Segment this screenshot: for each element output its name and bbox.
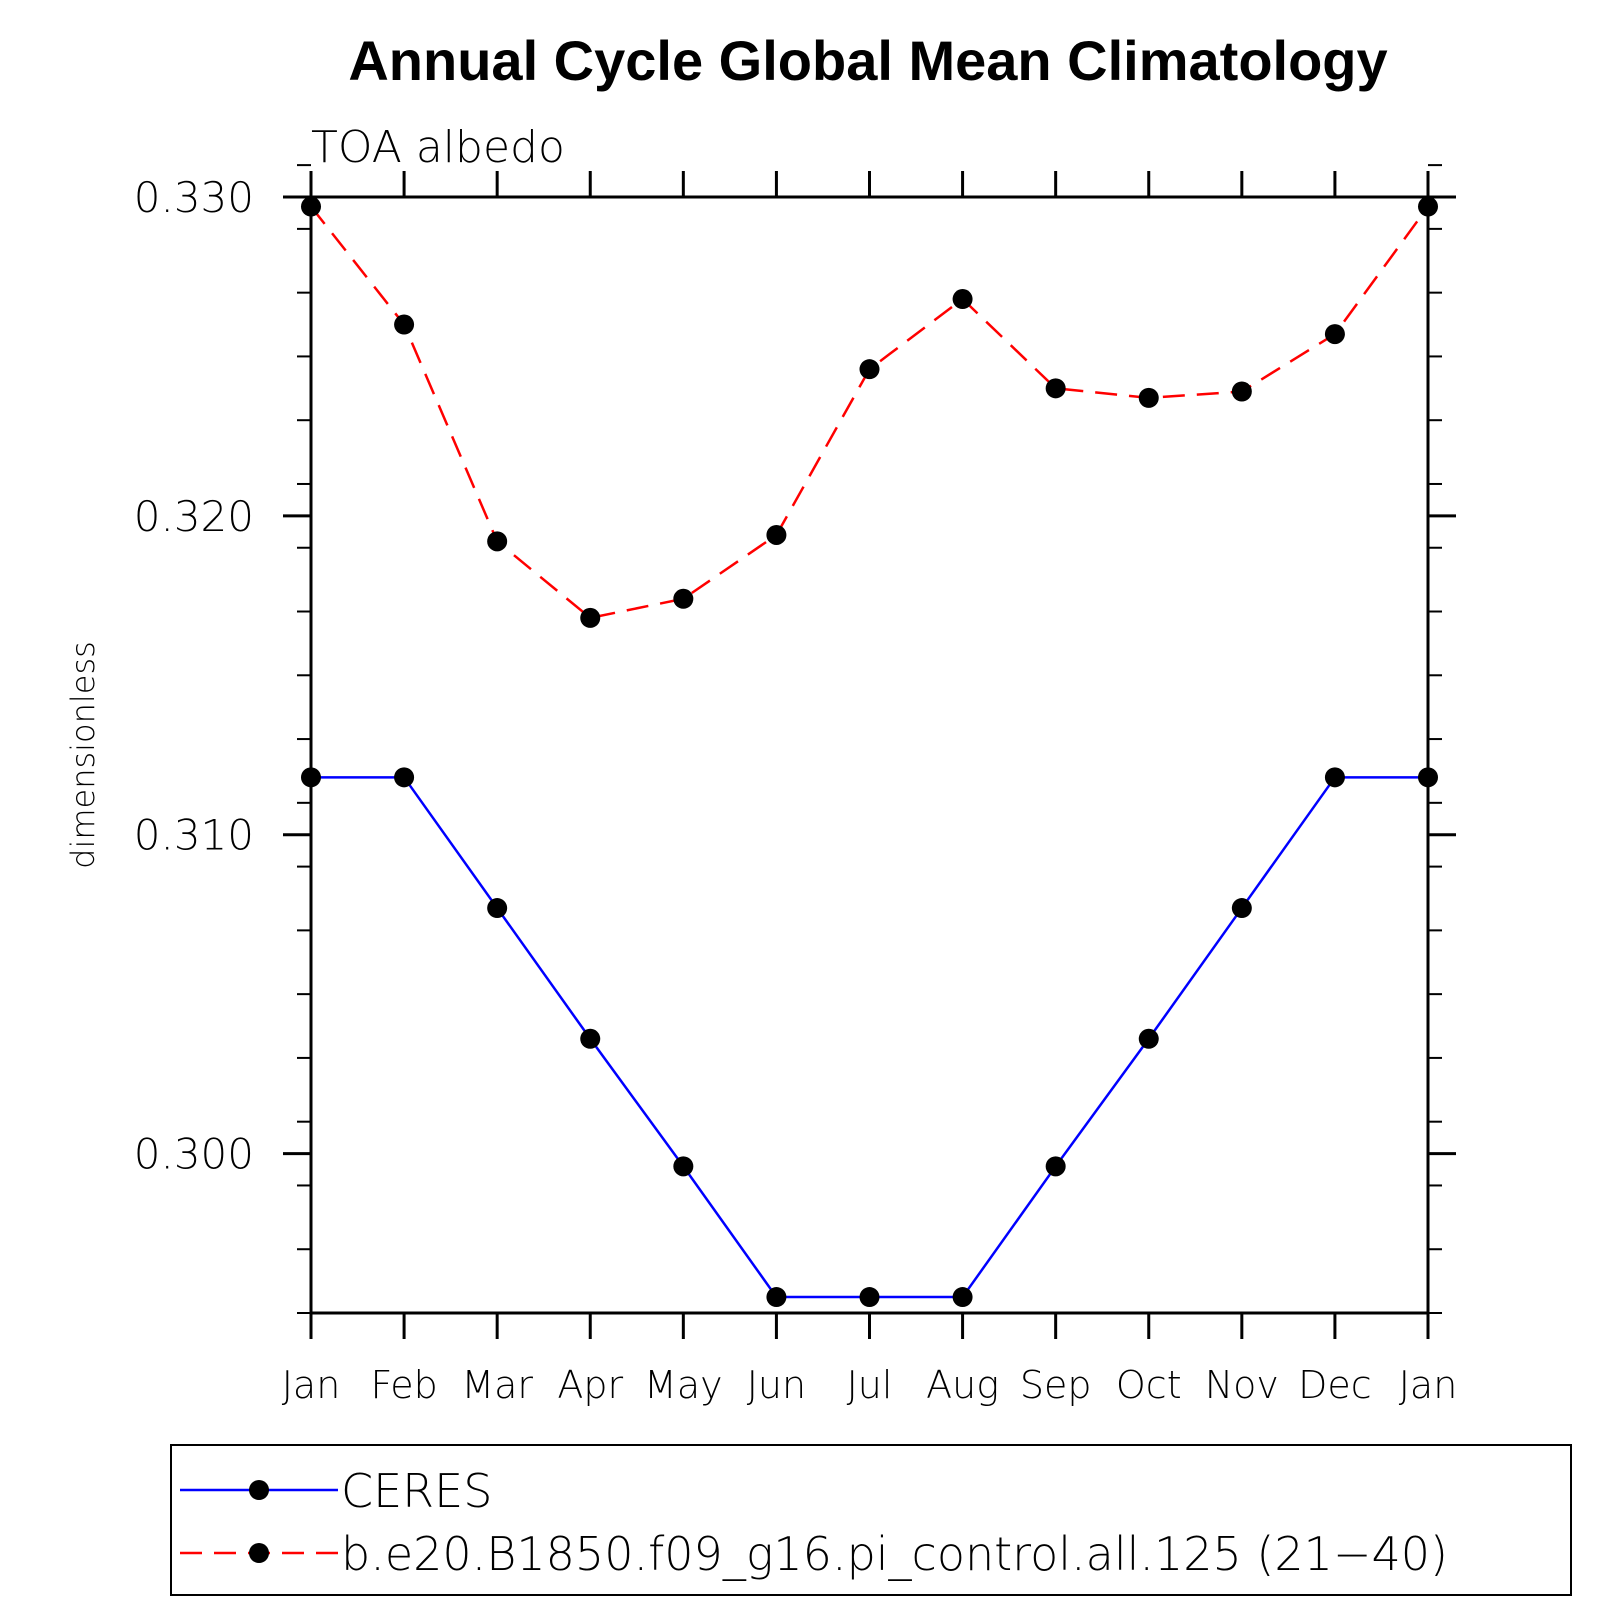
data-point	[394, 314, 415, 335]
y-tick-label: 0.300	[134, 1130, 254, 1179]
data-point	[1418, 767, 1438, 788]
x-tick-label: Jul	[847, 1363, 893, 1407]
series-line	[311, 776, 1428, 1299]
ticks-layer: Jan Feb Mar Apr May Jun Jul Aug Sep Oct Nov Dec Jan 0…	[134, 164, 1458, 1407]
legend-marker	[249, 1480, 269, 1500]
data-point	[1045, 378, 1066, 399]
data-point	[1138, 387, 1159, 408]
data-point	[487, 531, 508, 552]
data-point	[673, 588, 694, 609]
data-point	[487, 898, 508, 919]
y-tick-label: 0.310	[134, 811, 254, 860]
y-tick-label: 0.320	[134, 492, 254, 541]
data-point	[580, 1028, 601, 1049]
legend-entry: b.e20.B1850.f09_g16.pi_control.all.125 (…	[180, 1527, 1448, 1581]
chart-title: Annual Cycle Global Mean Climatology	[348, 29, 1387, 92]
legend-marker	[249, 1543, 269, 1563]
data-point	[301, 767, 321, 788]
legend-box	[170, 1444, 1572, 1596]
x-tick-label: May	[644, 1363, 723, 1407]
data-point	[952, 289, 973, 310]
x-tick-label: Dec	[1298, 1363, 1372, 1407]
legend-label: b.e20.B1850.f09_g16.pi_control.all.125 (…	[341, 1527, 1448, 1581]
y-tick-label: 0.330	[134, 173, 254, 222]
legend-label: CERES	[341, 1464, 492, 1518]
data-point	[580, 607, 601, 628]
data-point	[673, 1156, 694, 1177]
data-point	[1231, 381, 1252, 402]
x-tick-label: Feb	[370, 1363, 437, 1407]
data-point	[766, 524, 787, 545]
x-tick-label: Apr	[557, 1363, 623, 1407]
data-point	[1324, 324, 1345, 345]
data-point	[1231, 898, 1252, 919]
data-point	[859, 359, 880, 380]
y-axis-title: dimensionless	[64, 641, 102, 869]
data-point	[301, 196, 321, 217]
data-point	[952, 1287, 973, 1308]
data-point	[1045, 1156, 1066, 1177]
series-line	[310, 205, 1430, 620]
series-1	[301, 196, 1438, 628]
data-point	[859, 1287, 880, 1308]
legend-entry: CERES	[180, 1464, 492, 1518]
x-tick-label: Jan	[282, 1363, 341, 1407]
x-tick-label: Aug	[926, 1363, 999, 1407]
series-0	[301, 767, 1438, 1308]
data-point	[394, 767, 415, 788]
x-tick-label: Jan	[1399, 1363, 1458, 1407]
legend: CERES b.e20.B1850.f09_g16.pi_control.all.…	[180, 1464, 1448, 1581]
x-tick-label: Mar	[461, 1363, 533, 1407]
series-layer	[301, 196, 1438, 1308]
x-tick-label: Oct	[1116, 1363, 1182, 1407]
x-tick-label: Jun	[747, 1363, 806, 1407]
x-tick-label: Sep	[1020, 1363, 1092, 1407]
data-point	[766, 1287, 787, 1308]
data-point	[1324, 767, 1345, 788]
data-point	[1418, 196, 1438, 217]
data-point	[1138, 1028, 1159, 1049]
x-tick-label: Nov	[1205, 1363, 1279, 1407]
chart-subtitle: TOA albedo	[311, 122, 565, 173]
